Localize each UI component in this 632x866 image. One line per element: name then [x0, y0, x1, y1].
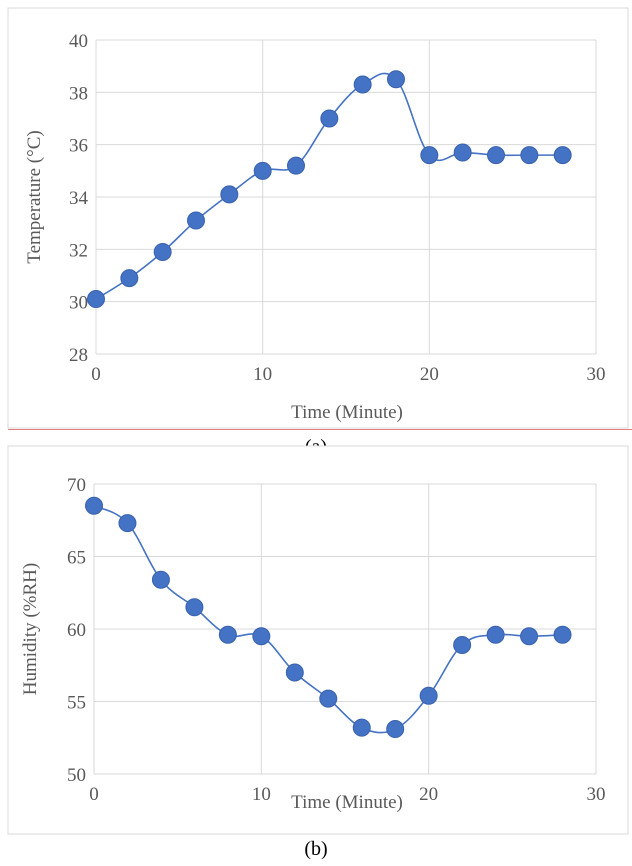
temperature-y-tick-label: 34	[69, 188, 89, 209]
temperature-x-tick-label: 20	[420, 364, 439, 385]
temperature-data-point	[353, 75, 372, 94]
humidity-data-point	[520, 627, 539, 646]
temperature-chart-frame	[7, 7, 629, 429]
humidity-data-point	[252, 627, 271, 646]
temperature-y-tick-label: 36	[69, 136, 88, 157]
humidity-x-tick-label: 20	[419, 784, 438, 805]
humidity-x-tick-label: 0	[89, 784, 99, 805]
humidity-y-axis-title: Humidity (%RH)	[20, 563, 41, 695]
temperature-y-tick-label: 32	[69, 240, 88, 261]
temperature-x-axis-title: Time (Minute)	[291, 402, 403, 423]
humidity-data-point	[352, 718, 371, 737]
humidity-x-tick-label: 30	[587, 784, 606, 805]
temperature-data-point	[153, 242, 172, 261]
temperature-data-point	[120, 269, 139, 288]
humidity-data-point	[118, 514, 137, 533]
humidity-y-tick-label: 65	[67, 548, 86, 569]
temperature-chart-panel: 28 30 32 34 36 38 40 0 10 20 30 Time (Minute) Temper…	[7, 7, 632, 458]
temperature-data-point	[187, 211, 205, 230]
humidity-plot: 50 55 60 65 70 0 10 20 30 Time (Minute) Humidity (…	[7, 445, 629, 835]
temperature-plot: 28 30 32 34 36 38 40 0 10 20 30 Time (Minute) Temper…	[7, 7, 629, 429]
humidity-data-point	[453, 635, 472, 654]
temperature-x-tick-label: 10	[253, 364, 272, 385]
humidity-chart-panel: 50 55 60 65 70 0 10 20 30 Time (Minute) Humidity (…	[0, 440, 632, 866]
humidity-data-point	[285, 663, 304, 682]
humidity-x-tick-label: 10	[252, 784, 271, 805]
temperature-y-tick-label: 28	[69, 345, 88, 366]
temperature-x-tick-label: 0	[91, 364, 101, 385]
humidity-data-point	[151, 570, 170, 589]
humidity-data-point	[319, 689, 338, 708]
humidity-data-point	[386, 720, 405, 739]
temperature-data-point	[553, 146, 572, 165]
temperature-data-point	[320, 109, 339, 128]
temperature-data-point	[87, 290, 105, 309]
humidity-data-point	[218, 625, 237, 644]
temperature-data-point	[453, 143, 472, 162]
temperature-data-point	[487, 146, 505, 165]
temperature-data-point	[520, 146, 539, 165]
temperature-y-tick-label: 30	[69, 293, 88, 314]
temperature-chart: 28 30 32 34 36 38 40 0 10 20 30 Time (Minute) Temper…	[7, 7, 629, 429]
temperature-data-point	[220, 185, 239, 204]
temperature-x-tick-label: 30	[587, 364, 606, 385]
temperature-data-point	[253, 161, 272, 180]
humidity-data-point	[486, 625, 505, 644]
humidity-y-tick-label: 55	[67, 693, 86, 714]
humidity-y-tick-label: 60	[67, 620, 86, 641]
caption-b: (b)	[304, 838, 328, 860]
humidity-data-point	[553, 625, 572, 644]
temperature-y-axis-title: Temperature (°C)	[24, 130, 45, 263]
temperature-y-tick-label: 38	[69, 83, 88, 104]
humidity-x-axis-title: Time (Minute)	[291, 792, 403, 813]
humidity-y-tick-label: 70	[67, 475, 86, 496]
temperature-data-point	[420, 146, 439, 165]
humidity-chart: 50 55 60 65 70 0 10 20 30 Time (Minute) Humidity (…	[7, 445, 629, 835]
temperature-y-tick-label: 40	[69, 31, 88, 52]
humidity-data-point	[85, 496, 103, 515]
panel-separator	[8, 429, 632, 430]
humidity-data-point	[419, 686, 438, 705]
temperature-data-point	[387, 70, 405, 89]
humidity-data-point	[185, 598, 204, 617]
humidity-y-tick-label: 50	[67, 765, 86, 786]
temperature-data-point	[287, 156, 305, 175]
